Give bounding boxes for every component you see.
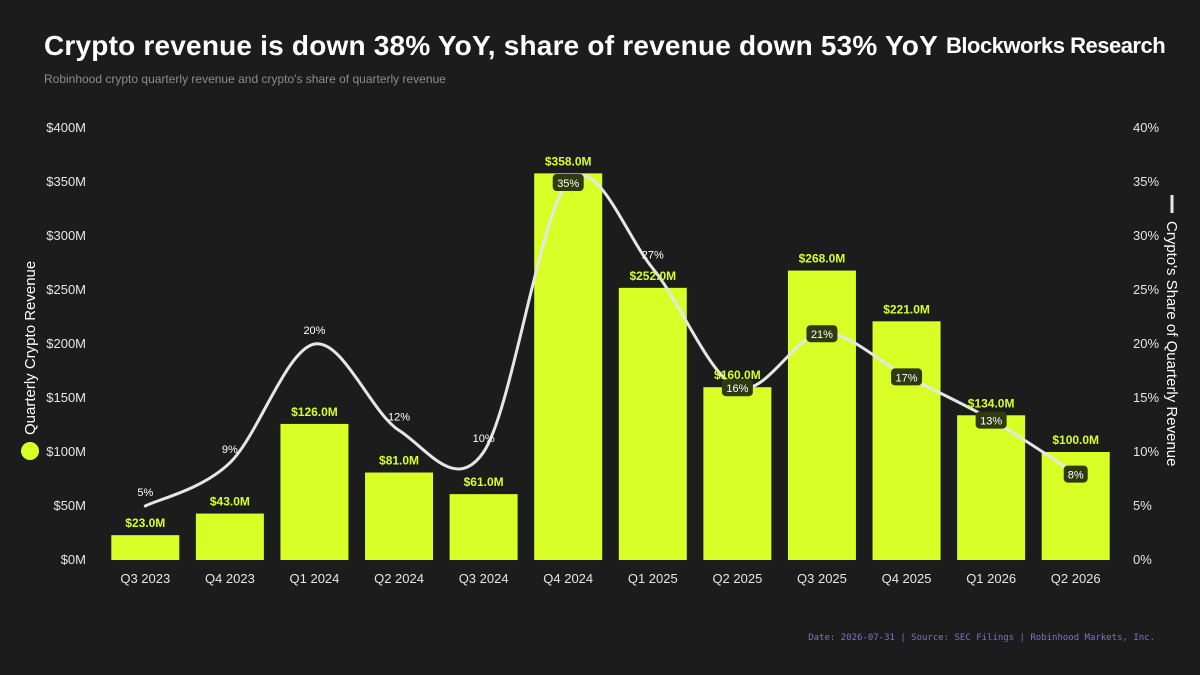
y2-tick-label: 35% [1133, 174, 1159, 189]
x-category-label: Q3 2023 [120, 571, 170, 586]
revenue-bar [787, 270, 856, 560]
share-label-box [552, 174, 584, 191]
y-tick-label: $350M [46, 174, 86, 189]
x-category-label: Q3 2024 [459, 571, 509, 586]
y-tick-label: $400M [46, 120, 86, 135]
share-value-label: 5% [137, 487, 153, 499]
y2-tick-label: 5% [1133, 498, 1152, 513]
share-value-label: 8% [1068, 470, 1084, 482]
share-value-label: 16% [726, 383, 748, 395]
left-legend-swatch [21, 442, 39, 460]
share-value-label: 9% [222, 444, 238, 456]
y-tick-label: $0M [61, 552, 86, 567]
right-legend-swatch [1170, 195, 1174, 213]
bar-value-label: $126.0M [291, 405, 338, 419]
bar-value-label: $61.0M [464, 475, 504, 489]
chart-subtitle: Robinhood crypto quarterly revenue and c… [44, 72, 446, 86]
bar-value-label: $358.0M [545, 154, 592, 168]
share-value-label: 12% [388, 411, 410, 423]
chart-title: Crypto revenue is down 38% YoY, share of… [44, 30, 938, 61]
bar-value-label: $252.0M [629, 269, 676, 283]
revenue-bar [195, 513, 264, 560]
share-value-label: 10% [473, 433, 495, 445]
revenue-bar [280, 423, 349, 560]
bar-value-label: $268.0M [799, 252, 846, 266]
right-axis-ticks: 0% 5% 10% 15% 20% 25% 30% 35% 40% [1133, 120, 1159, 567]
y2-tick-label: 40% [1133, 120, 1159, 135]
revenue-bar [449, 494, 518, 560]
share-label-box [721, 379, 753, 397]
x-category-label: Q4 2024 [543, 571, 593, 586]
left-axis-ticks: $0M $50M $100M $150M $200M $250M $300M $350M $40… [46, 120, 86, 567]
bar-value-label: $43.0M [210, 495, 250, 509]
y-tick-label: $150M [46, 390, 86, 405]
y-tick-label: $200M [46, 336, 86, 351]
bar-value-label: $81.0M [379, 454, 419, 468]
share-value-label: 35% [557, 178, 579, 190]
share-value-label: 27% [642, 249, 664, 261]
share-label-box [975, 411, 1007, 429]
revenue-bar [618, 287, 687, 560]
bar-value-label: $221.0M [883, 302, 930, 316]
line-labels: 5% 9% 20% 12% 10% 35% 27% 16% 21% 17% 13% 8% [137, 174, 1088, 499]
share-value-label: 13% [980, 416, 1002, 428]
y-tick-label: $250M [46, 282, 86, 297]
share-label-box [806, 325, 838, 343]
x-category-label: Q2 2025 [712, 571, 762, 586]
y2-tick-label: 0% [1133, 552, 1152, 567]
x-category-label: Q4 2025 [882, 571, 932, 586]
y2-tick-label: 10% [1133, 444, 1159, 459]
y2-tick-label: 25% [1133, 282, 1159, 297]
axis-titles: Quarterly Crypto Revenue Crypto's Share o… [21, 195, 1180, 466]
bar-labels: $23.0M $43.0M $126.0M $81.0M $61.0M $358.0M $2… [125, 154, 1099, 530]
y2-tick-label: 15% [1133, 390, 1159, 405]
y2-axis-title: Crypto's Share of Quarterly Revenue [1163, 221, 1180, 466]
x-category-label: Q4 2023 [205, 571, 255, 586]
revenue-bar [703, 387, 772, 560]
x-category-label: Q1 2024 [290, 571, 340, 586]
y-tick-label: $100M [46, 444, 86, 459]
bar-value-label: $134.0M [968, 396, 1015, 410]
revenue-bar [111, 535, 180, 560]
y-tick-label: $300M [46, 228, 86, 243]
y-axis-title: Quarterly Crypto Revenue [22, 261, 39, 435]
revenue-bar [365, 472, 434, 560]
bar-value-label: $23.0M [125, 516, 165, 530]
share-label-box [891, 368, 923, 386]
x-category-label: Q2 2024 [374, 571, 424, 586]
brand-logo: Blockworks Research [946, 33, 1166, 58]
bar-value-label: $160.0M [714, 368, 761, 382]
share-value-label: 20% [303, 325, 325, 337]
y2-tick-label: 20% [1133, 336, 1159, 351]
x-category-label: Q3 2025 [797, 571, 847, 586]
y2-tick-label: 30% [1133, 228, 1159, 243]
x-category-label: Q1 2026 [966, 571, 1016, 586]
bar-series [111, 173, 1110, 561]
y-tick-label: $50M [53, 498, 86, 513]
revenue-bar [872, 321, 941, 560]
category-labels: Q3 2023 Q4 2023 Q1 2024 Q2 2024 Q3 2024 Q4 20… [120, 571, 1100, 586]
share-value-label: 17% [896, 372, 918, 384]
share-label-box [1063, 465, 1088, 483]
revenue-bar [957, 415, 1026, 560]
revenue-bar [534, 173, 603, 561]
share-value-label: 21% [811, 329, 833, 341]
source-footer: Date: 2026-07-31 | Source: SEC Filings |… [808, 633, 1155, 643]
bar-value-label: $100.0M [1052, 433, 1099, 447]
x-category-label: Q1 2025 [628, 571, 678, 586]
x-category-label: Q2 2026 [1051, 571, 1101, 586]
